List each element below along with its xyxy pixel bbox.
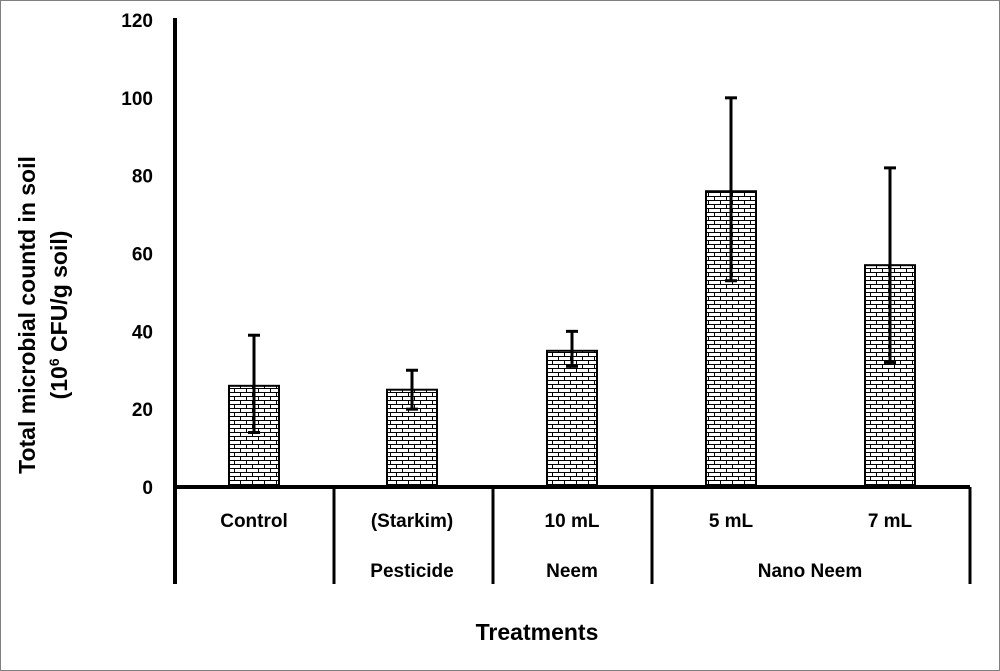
- category-label-10ml: 10 mL: [545, 511, 600, 532]
- y-axis-title-line2: (106 CFU/g soil): [46, 231, 72, 400]
- group-label-nano-neem: Nano Neem: [758, 561, 863, 582]
- error-bars: [248, 96, 896, 435]
- group-label-pesticide: Pesticide: [370, 561, 453, 582]
- y-tick-label: 60: [132, 245, 153, 266]
- y-tick-label: 20: [132, 400, 153, 421]
- y-tick-label: 80: [132, 167, 153, 188]
- category-label-7ml: 7 mL: [868, 511, 913, 532]
- category-label-5ml: 5 mL: [709, 511, 754, 532]
- y-tick-label: 100: [121, 89, 153, 110]
- y-tick-label: 40: [132, 322, 153, 343]
- group-label-neem: Neem: [546, 561, 598, 582]
- category-label-control: Control: [220, 511, 288, 532]
- y-tick-label: 120: [121, 11, 153, 32]
- category-label-starkim: (Starkim): [371, 511, 453, 532]
- y-axis-title-line1: Total microbial countd in soil: [14, 156, 40, 474]
- y-axis-title: Total microbial countd in soil (106 CFU/…: [14, 156, 72, 474]
- y-axis-ticks: 0 20 40 60 80 100 120: [121, 11, 153, 499]
- bar: [546, 349, 598, 488]
- y-tick-label: 0: [142, 478, 153, 499]
- x-axis-title: Treatments: [476, 619, 599, 645]
